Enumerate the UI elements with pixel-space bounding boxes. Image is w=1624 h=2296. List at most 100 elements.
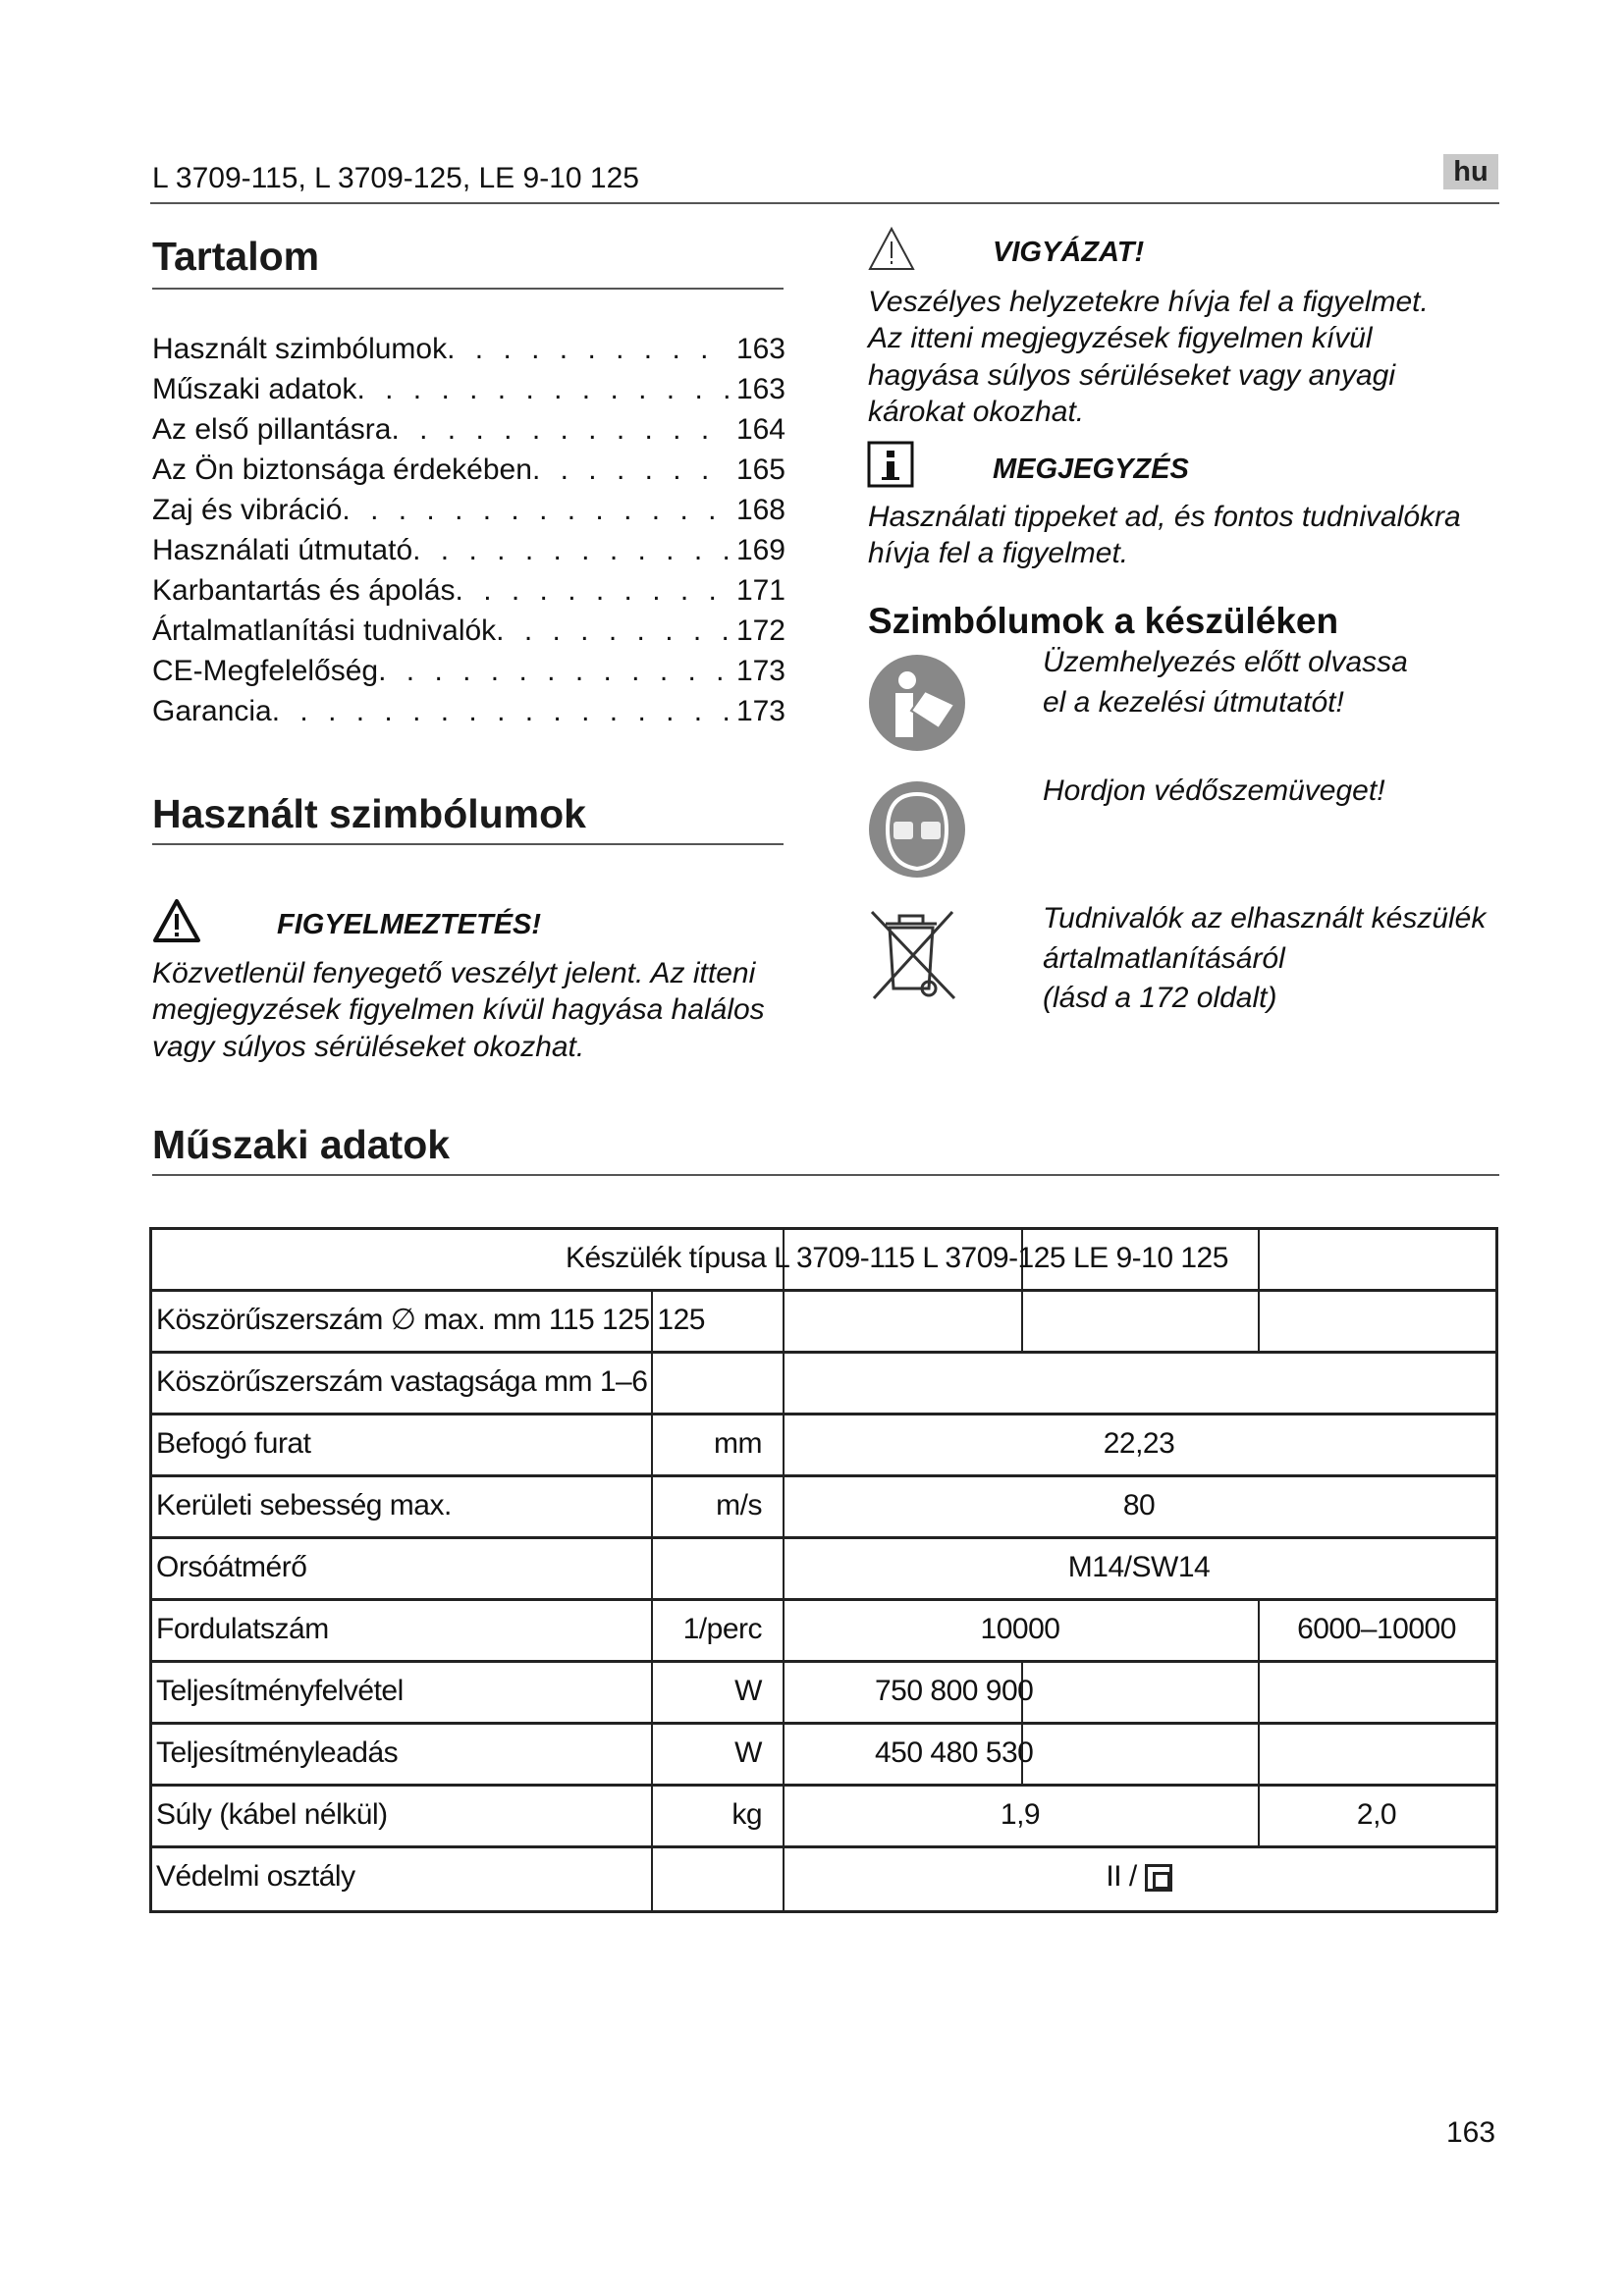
symbols-used-title: Használt szimbólumok: [152, 791, 586, 836]
table-row-line: [149, 1598, 1497, 1601]
toc-item-page: 173: [735, 655, 785, 687]
read-manual-icon: [869, 655, 965, 751]
toc-title: Tartalom: [152, 234, 320, 279]
toc-item[interactable]: Az Ön biztonsága érdekében . . . . . . .…: [152, 454, 785, 487]
disc-diameter-row: Köszörűszerszám ∅ max. mm 115 125 125: [156, 1304, 705, 1336]
spec-value-text: 10000: [980, 1613, 1060, 1645]
spec-label: Súly (kábel nélkül): [156, 1798, 388, 1831]
toc-item-page: 168: [735, 494, 785, 526]
warning-label: FIGYELMEZTETÉS!: [277, 909, 542, 940]
symbol-text-line: ártalmatlanításáról: [1043, 942, 1285, 975]
table-col-line: [651, 1722, 653, 1784]
table-row-line: [149, 1660, 1497, 1663]
spec-value-text: 22,23: [1103, 1427, 1175, 1460]
table-col-line: [651, 1413, 653, 1474]
table-col-line: [1021, 1660, 1023, 1722]
toc-item-label: Zaj és vibráció: [152, 494, 343, 526]
toc-item-page: 172: [735, 614, 785, 647]
spec-value-2: 6000–10000: [1297, 1613, 1456, 1645]
specs-title: Műszaki adatok: [152, 1122, 451, 1167]
table-row-line: [149, 1351, 1497, 1354]
caution-text-line: hagyása súlyos sérüléseket vagy anyagi: [868, 359, 1395, 392]
table-col-line: [651, 1845, 653, 1910]
header-models: L 3709-115, L 3709-125, LE 9-10 125: [152, 162, 639, 194]
table-col-line: [1021, 1227, 1023, 1289]
toc-item[interactable]: Karbantartás és ápolás . . . . . . . . .…: [152, 574, 785, 608]
spec-value: II /: [783, 1845, 1495, 1907]
table-col-line: [1258, 1289, 1260, 1351]
table-col-line: [1258, 1784, 1260, 1845]
spec-value-text: 750 800 900: [875, 1675, 1034, 1707]
spec-label: Befogó furat: [156, 1427, 311, 1460]
specs-rule: [152, 1174, 1499, 1176]
spec-unit: kg: [731, 1798, 762, 1831]
table-row-line: [149, 1536, 1497, 1539]
note-text-line: hívja fel a figyelmet.: [868, 537, 1129, 569]
warning-triangle-icon: [153, 899, 200, 942]
toc-item[interactable]: Zaj és vibráció . . . . . . . . . . . . …: [152, 494, 785, 527]
table-col-line: [651, 1351, 653, 1413]
toc-item[interactable]: CE-Megfelelőség . . . . . . . . . . . . …: [152, 655, 785, 688]
toc-item[interactable]: Használati útmutató . . . . . . . . . . …: [152, 534, 785, 567]
table-col-line: [1258, 1598, 1260, 1660]
toc-item-page: 171: [735, 574, 785, 607]
table-row-line: [149, 1474, 1497, 1477]
table-header-row: Készülék típusa L 3709-115 L 3709-125 LE…: [566, 1242, 1228, 1274]
spec-value-2: 2,0: [1356, 1798, 1397, 1831]
table-col-line: [651, 1289, 653, 1351]
toc-item-label: Használati útmutató: [152, 534, 413, 566]
toc-leader-dots: . . . . . . . . . . . . . . . . . . . . …: [378, 655, 731, 687]
warning-text-line: megjegyzések figyelmen kívül hagyása hal…: [152, 993, 765, 1026]
table-col-line: [783, 1351, 785, 1413]
table-col-line: [1021, 1289, 1023, 1351]
toc-item[interactable]: Garancia . . . . . . . . . . . . . . . .…: [152, 695, 785, 728]
header-rule: [150, 202, 1499, 204]
toc-item[interactable]: Műszaki adatok . . . . . . . . . . . . .…: [152, 373, 785, 406]
spec-value: 1,9: [783, 1784, 1258, 1845]
toc-item-label: Ártalmatlanítási tudnivalók: [152, 614, 497, 647]
disc-thickness-row: Köszörűszerszám vastagsága mm 1–6: [156, 1365, 648, 1398]
table-col-line: [783, 1289, 785, 1351]
table-col-line: [783, 1598, 785, 1660]
toc-leader-dots: . . . . . . . . . . . . . . . . . . . . …: [342, 494, 731, 526]
crossed-bin-icon: [870, 910, 956, 1000]
toc-leader-dots: . . . . . . . . . . . . . . . . . . . . …: [455, 574, 731, 607]
table-col-line: [783, 1784, 785, 1845]
toc-leader-dots: . . . . . . . . . . . . . . . . . . . . …: [447, 333, 731, 365]
table-border-left: [149, 1227, 152, 1912]
symbol-text-line: (lásd a 172 oldalt): [1043, 982, 1277, 1014]
toc-leader-dots: . . . . . . . . . . . . . . . . . . . . …: [356, 373, 731, 405]
toc-leader-dots: . . . . . . . . . . . . . . . . . . . . …: [271, 695, 731, 727]
toc-leader-dots: . . . . . . . . . . . . . . . . . . . . …: [391, 413, 730, 446]
toc-item-page: 169: [735, 534, 785, 566]
table-row-line: [149, 1227, 1497, 1230]
device-symbols-title: Szimbólumok a készüléken: [868, 601, 1339, 641]
toc-item[interactable]: Az első pillantásra . . . . . . . . . . …: [152, 413, 785, 447]
caution-text-line: Veszélyes helyzetekre hívja fel a figyel…: [868, 286, 1429, 318]
spec-value: M14/SW14: [783, 1536, 1495, 1598]
spec-unit: 1/perc: [682, 1613, 763, 1645]
info-icon: [867, 441, 914, 488]
table-row-line: [149, 1784, 1497, 1787]
toc-item-label: Műszaki adatok: [152, 373, 357, 405]
toc-item[interactable]: Használt szimbólumok . . . . . . . . . .…: [152, 333, 785, 366]
table-row-line: [149, 1722, 1497, 1725]
caution-text-line: Az itteni megjegyzések figyelmen kívül: [868, 322, 1373, 354]
note-label: MEGJEGYZÉS: [993, 454, 1189, 485]
spec-unit: W: [734, 1675, 762, 1707]
table-col-line: [783, 1474, 785, 1536]
table-col-line: [1021, 1722, 1023, 1784]
page-number: 163: [1446, 2116, 1496, 2149]
toc-leader-dots: . . . . . . . . . . . . . . . . . . . . …: [531, 454, 731, 486]
toc-item-label: Garancia: [152, 695, 272, 727]
spec-label: Fordulatszám: [156, 1613, 329, 1645]
toc-item-label: Az Ön biztonsága érdekében: [152, 454, 532, 486]
table-col-line: [651, 1536, 653, 1598]
toc-item[interactable]: Ártalmatlanítási tudnivalók . . . . . . …: [152, 614, 785, 648]
table-col-line: [651, 1660, 653, 1722]
table-col-line: [651, 1598, 653, 1660]
table-col-line: [783, 1536, 785, 1598]
spec-value: 10000: [783, 1598, 1258, 1660]
symbols-used-rule: [152, 843, 784, 845]
